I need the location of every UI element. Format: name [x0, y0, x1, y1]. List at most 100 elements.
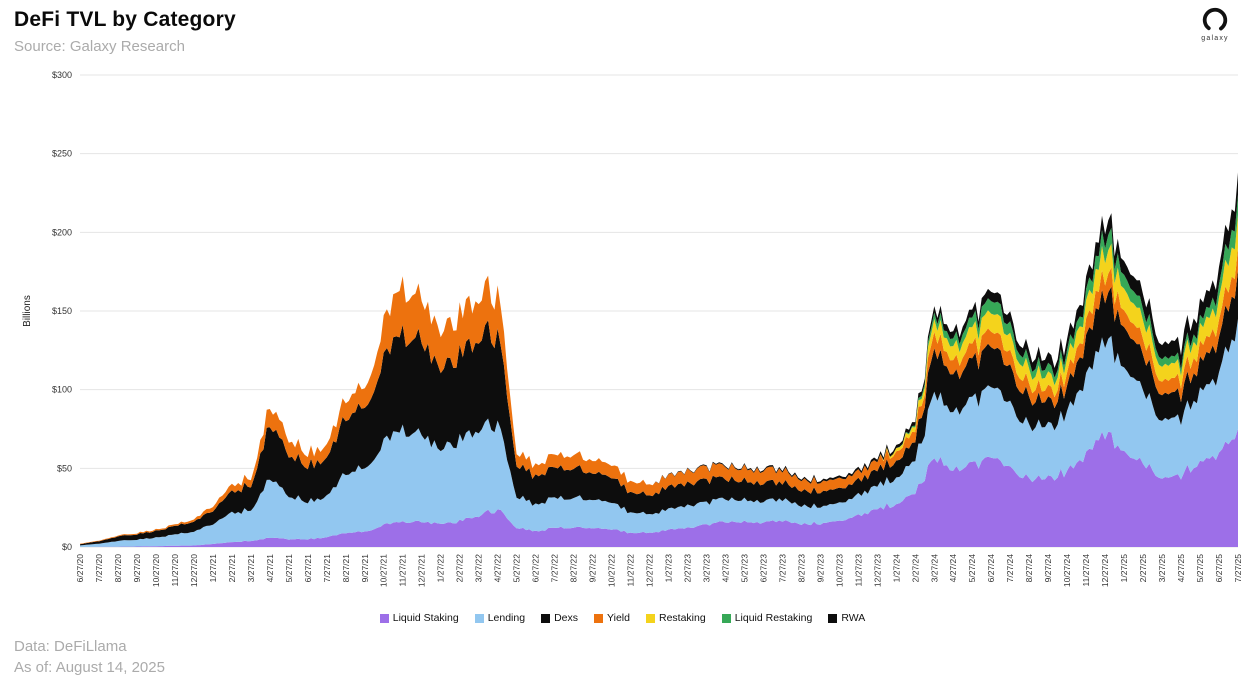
galaxy-logo-label: galaxy	[1201, 35, 1229, 42]
legend-item-rwa: RWA	[828, 612, 865, 624]
x-tick-label: 12/27/22	[645, 554, 655, 587]
x-tick-label: 9/27/20	[132, 554, 142, 583]
legend-label-rwa: RWA	[841, 612, 866, 624]
legend-label-dexs: Dexs	[554, 612, 579, 624]
y-tick-label: $100	[52, 385, 72, 395]
x-tick-label: 8/27/21	[341, 554, 351, 583]
legend-swatch-dexs	[541, 613, 551, 623]
legend-item-lending: Lending	[474, 612, 526, 624]
chart-legend: Liquid Staking Lending Dexs Yield Restaking L…	[0, 612, 1245, 624]
legend-label-liquid-staking: Liquid Staking	[392, 612, 459, 624]
area-lending	[80, 318, 1238, 547]
x-tick-label: 3/27/23	[702, 554, 712, 583]
legend-swatch-liquid-restaking	[721, 613, 731, 623]
area-yield	[80, 248, 1238, 545]
x-tick-label: 3/27/24	[929, 554, 939, 583]
legend-label-liquid-restaking: Liquid Restaking	[734, 612, 813, 624]
x-tick-label: 10/27/24	[1062, 554, 1072, 587]
x-tick-label: 9/27/22	[588, 554, 598, 583]
x-tick-label: 1/27/24	[891, 554, 901, 583]
x-tick-label: 6/27/20	[75, 554, 85, 583]
legend-label-restaking: Restaking	[658, 612, 706, 624]
area-liquid-staking	[80, 429, 1238, 547]
galaxy-logo-icon	[1202, 7, 1228, 33]
x-tick-label: 4/27/21	[265, 554, 275, 583]
legend-label-yield: Yield	[607, 612, 630, 624]
x-tick-label: 7/27/21	[322, 554, 332, 583]
x-tick-label: 3/27/25	[1157, 554, 1167, 583]
x-tick-label: 6/27/24	[986, 554, 996, 583]
page-title: DeFi TVL by Category	[14, 8, 236, 31]
x-tick-label: 9/27/23	[815, 554, 825, 583]
y-tick-label: $200	[52, 227, 72, 237]
x-tick-label: 11/27/21	[398, 554, 408, 587]
legend-item-liquid-restaking: Liquid Restaking	[721, 612, 813, 624]
legend-swatch-rwa	[828, 613, 838, 623]
x-tick-label: 6/27/22	[531, 554, 541, 583]
x-tick-label: 9/27/21	[360, 554, 370, 583]
legend-item-dexs: Dexs	[541, 612, 578, 624]
x-tick-label: 11/27/23	[853, 554, 863, 587]
x-tick-label: 4/27/24	[948, 554, 958, 583]
x-tick-label: 1/27/23	[664, 554, 674, 583]
x-tick-label: 8/27/22	[569, 554, 579, 583]
x-tick-label: 8/27/20	[113, 554, 123, 583]
legend-swatch-restaking	[645, 613, 655, 623]
x-tick-label: 7/27/20	[94, 554, 104, 583]
y-tick-label: $50	[57, 463, 72, 473]
x-tick-label: 6/27/21	[303, 554, 313, 583]
x-tick-label: 7/27/22	[550, 554, 560, 583]
legend-label-lending: Lending	[487, 612, 526, 624]
legend-swatch-lending	[474, 613, 484, 623]
x-tick-label: 2/27/23	[683, 554, 693, 583]
x-tick-label: 10/27/21	[379, 554, 389, 587]
x-tick-label: 10/27/22	[607, 554, 617, 587]
legend-item-liquid-staking: Liquid Staking	[379, 612, 459, 624]
x-tick-label: 7/27/24	[1005, 554, 1015, 583]
x-tick-label: 10/27/20	[151, 554, 161, 587]
x-tick-label: 2/27/24	[910, 554, 920, 583]
y-axis-title: Billions	[22, 295, 33, 327]
x-tick-label: 3/27/21	[246, 554, 256, 583]
x-tick-label: 6/27/23	[758, 554, 768, 583]
x-tick-label: 11/27/24	[1081, 554, 1091, 587]
x-tick-label: 7/27/23	[777, 554, 787, 583]
x-tick-label: 11/27/20	[170, 554, 180, 587]
x-tick-label: 2/27/25	[1138, 554, 1148, 583]
x-tick-label: 12/27/24	[1100, 554, 1110, 587]
x-tick-label: 7/27/25	[1233, 554, 1243, 583]
y-tick-label: $300	[52, 70, 72, 80]
x-tick-label: 4/27/25	[1176, 554, 1186, 583]
x-tick-label: 5/27/22	[512, 554, 522, 583]
galaxy-logo: galaxy	[1193, 6, 1237, 42]
x-tick-label: 1/27/21	[208, 554, 218, 583]
data-source-note: Data: DeFiLlama	[14, 638, 127, 655]
x-tick-label: 6/27/25	[1214, 554, 1224, 583]
x-tick-label: 8/27/24	[1024, 554, 1034, 583]
x-tick-label: 5/27/25	[1195, 554, 1205, 583]
x-tick-label: 9/27/24	[1043, 554, 1053, 583]
x-tick-label: 1/27/22	[436, 554, 446, 583]
x-tick-label: 10/27/23	[834, 554, 844, 587]
x-tick-label: 4/27/22	[493, 554, 503, 583]
y-tick-label: $250	[52, 149, 72, 159]
legend-item-restaking: Restaking	[645, 612, 706, 624]
x-tick-label: 4/27/23	[720, 554, 730, 583]
x-tick-label: 5/27/23	[739, 554, 749, 583]
legend-swatch-liquid-staking	[379, 613, 389, 623]
x-tick-label: 2/27/22	[455, 554, 465, 583]
x-tick-label: 1/27/25	[1119, 554, 1129, 583]
y-tick-label: $0	[62, 542, 72, 552]
x-tick-label: 12/27/23	[872, 554, 882, 587]
x-tick-label: 12/27/20	[189, 554, 199, 587]
x-tick-label: 11/27/22	[626, 554, 636, 587]
x-tick-label: 12/27/21	[417, 554, 427, 587]
x-tick-label: 2/27/21	[227, 554, 237, 583]
y-tick-label: $150	[52, 306, 72, 316]
source-subtitle: Source: Galaxy Research	[14, 38, 185, 55]
legend-item-yield: Yield	[594, 612, 630, 624]
x-tick-label: 5/27/21	[284, 554, 294, 583]
legend-swatch-yield	[594, 613, 604, 623]
as-of-date-note: As of: August 14, 2025	[14, 659, 165, 676]
